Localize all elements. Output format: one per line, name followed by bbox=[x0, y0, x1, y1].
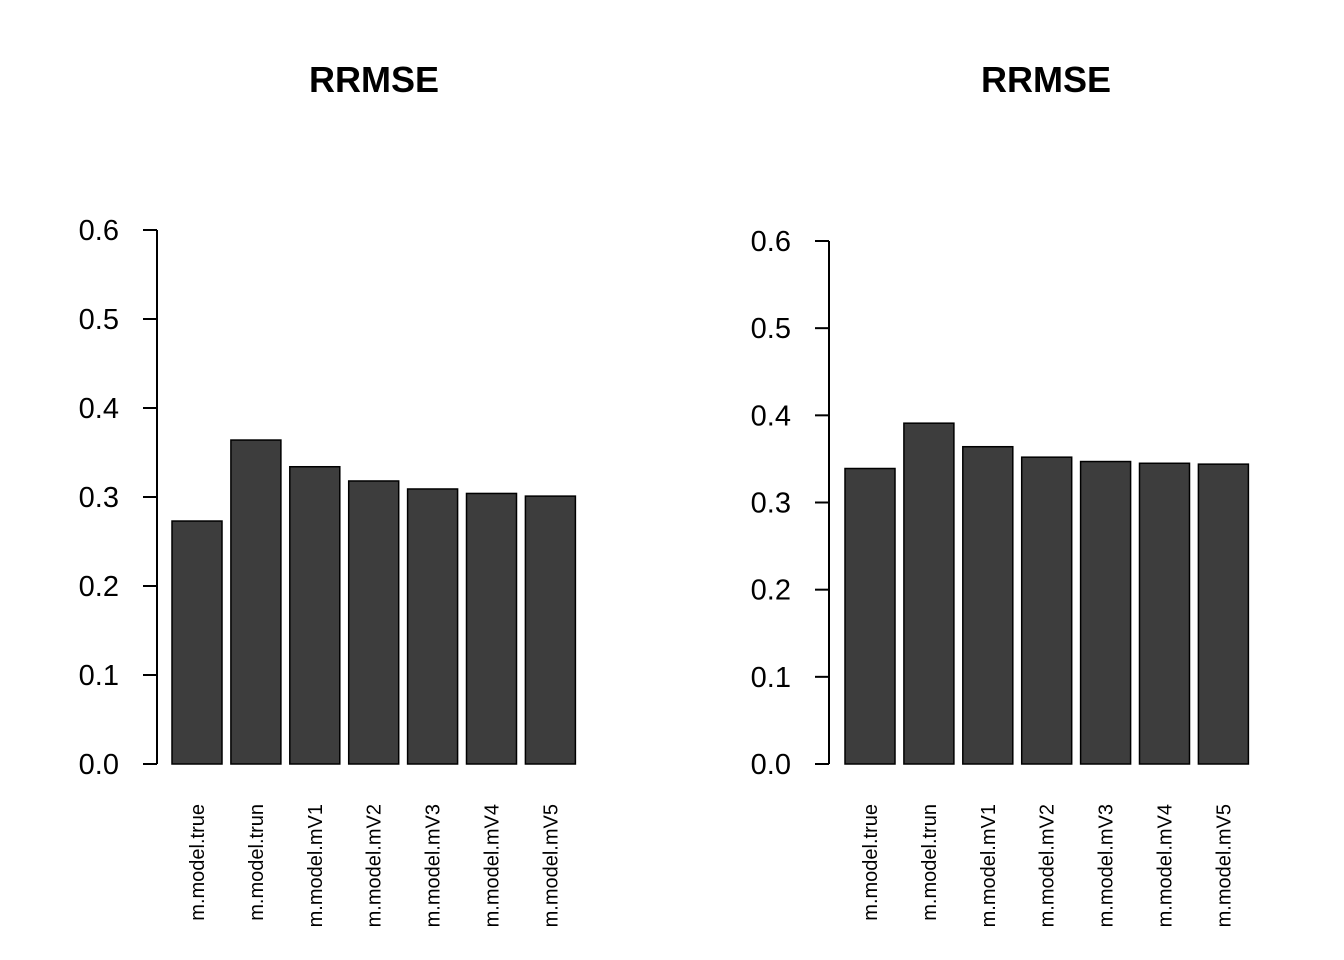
bar-m-model-mV3 bbox=[1079, 460, 1132, 765]
bar-m-model-mV1 bbox=[962, 445, 1014, 765]
category-label: m.model.mV2 bbox=[364, 804, 386, 927]
bar-m-model-true bbox=[844, 467, 896, 765]
y-tick-label: 0.6 bbox=[751, 226, 791, 258]
y-tick-label: 0.5 bbox=[79, 304, 119, 336]
category-label: m.model.mV4 bbox=[1155, 804, 1177, 927]
chart-panel-left: RRMSE 0.0 0.1 0.2 0.3 0.4 0.5 0.6 m.model.true m… bbox=[79, 59, 577, 927]
y-tick-label: 0.5 bbox=[751, 313, 791, 345]
category-label: m.model.mV5 bbox=[1213, 804, 1235, 927]
y-tick-label: 0.3 bbox=[751, 488, 791, 520]
y-tick-label: 0.0 bbox=[751, 749, 791, 781]
y-tick-label: 0.6 bbox=[79, 215, 119, 247]
category-label: m.model.trun bbox=[246, 804, 268, 921]
bar-m-model-mV2 bbox=[1020, 456, 1073, 765]
y-tick-label: 0.1 bbox=[751, 662, 791, 694]
bar-m-model-mV3 bbox=[406, 488, 459, 765]
y-tick-label: 0.2 bbox=[79, 571, 119, 603]
y-tick-label: 0.4 bbox=[751, 400, 791, 432]
bar-m-model-mV2 bbox=[347, 480, 400, 765]
category-label: m.model.true bbox=[187, 804, 209, 921]
chart-panel-right: RRMSE 0.0 0.1 0.2 0.3 0.4 0.5 0.6 m.model.true m… bbox=[751, 59, 1250, 927]
category-label: m.model.mV1 bbox=[305, 804, 327, 927]
category-label: m.model.true bbox=[860, 804, 882, 921]
y-tick-label: 0.4 bbox=[79, 393, 119, 425]
bar-m-model-mV4 bbox=[465, 492, 518, 765]
bar-m-model-mV5 bbox=[524, 495, 577, 765]
chart-title: RRMSE bbox=[309, 59, 439, 100]
bar-m-model-trun bbox=[903, 422, 955, 765]
y-tick-label: 0.3 bbox=[79, 482, 119, 514]
category-label: m.model.mV2 bbox=[1037, 804, 1059, 927]
category-label: m.model.mV5 bbox=[540, 804, 562, 927]
bar-m-model-mV4 bbox=[1138, 462, 1191, 765]
category-label: m.model.mV1 bbox=[978, 804, 1000, 927]
category-label: m.model.mV4 bbox=[482, 804, 504, 927]
bar-m-model-mV5 bbox=[1197, 463, 1250, 765]
chart-title: RRMSE bbox=[981, 59, 1111, 100]
category-label: m.model.mV3 bbox=[423, 804, 445, 927]
y-tick-label: 0.0 bbox=[79, 749, 119, 781]
bar-m-model-mV1 bbox=[289, 465, 341, 765]
category-label: m.model.mV3 bbox=[1096, 804, 1118, 927]
bar-m-model-true bbox=[171, 520, 223, 765]
category-label: m.model.trun bbox=[919, 804, 941, 921]
bar-m-model-trun bbox=[230, 439, 282, 765]
y-tick-label: 0.2 bbox=[751, 575, 791, 607]
y-tick-label: 0.1 bbox=[79, 660, 119, 692]
